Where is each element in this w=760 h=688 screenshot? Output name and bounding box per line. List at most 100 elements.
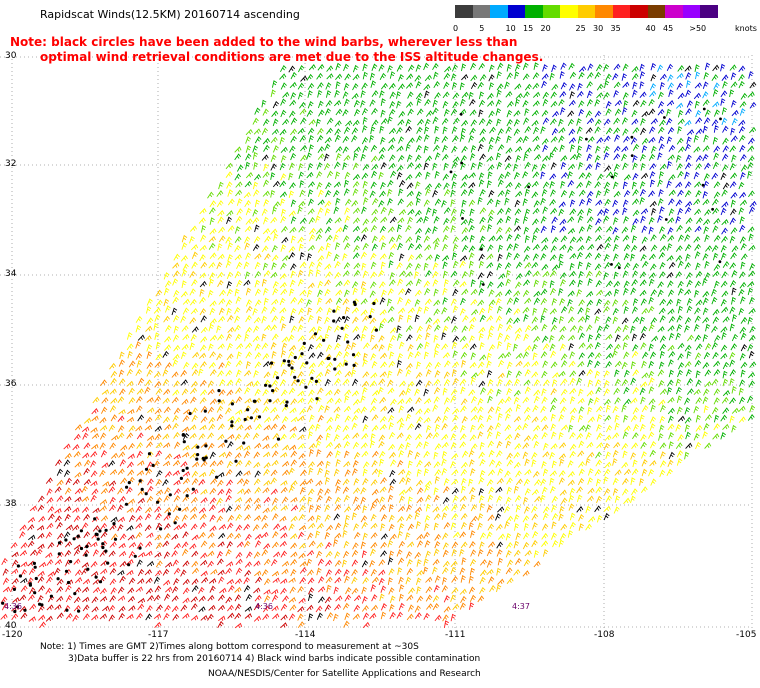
wind-barb [254,199,260,208]
wind-barb [101,462,109,468]
wind-barb [460,297,466,306]
wind-barb [199,344,207,352]
wind-barb [729,306,736,314]
wind-barb [281,336,289,343]
wind-barb [253,461,261,469]
wind-barb [290,551,298,558]
wind-barb [479,153,486,161]
wind-barb [650,404,656,413]
wind-barb [604,165,612,172]
wind-barb [218,507,226,513]
wind-barb [505,147,513,154]
wind-barb [29,587,36,595]
wind-barb [677,353,684,361]
wind-barb [405,280,413,287]
wind-barb [648,386,655,394]
wind-barb [558,370,566,378]
wind-barb [532,270,540,277]
wind-barb [387,407,395,414]
wind-barb [443,162,449,171]
wind-barb [729,64,737,71]
wind-barb [443,406,451,414]
wind-barb [747,162,754,170]
wind-barb [415,80,422,89]
wind-barb [594,469,602,477]
wind-barb [361,107,368,116]
wind-barb [253,560,261,567]
wind-barb [703,388,710,396]
wind-barb [586,368,593,377]
wind-barb [595,459,603,467]
contamination-circle [86,567,90,571]
wind-barb [612,449,619,458]
wind-barb [434,416,442,424]
wind-barb [182,560,190,567]
wind-barb [164,586,173,593]
wind-barb [225,171,233,178]
contamination-circle [167,512,171,516]
wind-barb [524,161,531,169]
wind-barb [406,190,414,197]
wind-barb [450,298,457,306]
wind-barb [308,431,314,439]
wind-barb [622,270,629,278]
wind-barb [172,559,179,567]
wind-barb [369,380,377,388]
contamination-circle [372,301,376,306]
wind-barb [191,380,198,388]
wind-barb [588,516,596,523]
wind-barb [639,316,646,325]
wind-barb [245,533,252,541]
wind-barb [244,271,251,280]
contamination-circle [718,260,722,264]
wind-barb [361,380,369,388]
wind-barb [199,296,206,304]
wind-barb [423,162,430,171]
wind-barb [648,398,656,405]
wind-barb [623,189,631,198]
wind-barb [524,458,530,467]
wind-barb [686,279,693,288]
wind-barb [334,413,341,422]
wind-barb [729,162,736,171]
wind-barb [542,307,548,316]
wind-barb [639,387,646,395]
wind-barb [677,92,685,100]
wind-barb [191,585,199,592]
wind-barb [567,171,573,179]
wind-barb [495,513,502,521]
wind-barb [477,369,485,376]
wind-barb [506,119,513,127]
wind-barb [308,144,314,152]
wind-barb [695,343,703,351]
wind-barb [262,353,270,360]
wind-barb [614,108,622,116]
wind-barb [407,344,414,352]
wind-barb [90,541,98,548]
wind-barb [740,253,748,261]
wind-barb [623,351,630,359]
wind-barb [245,287,252,296]
wind-barb [353,262,361,270]
wind-barb [470,74,478,82]
wind-barb [235,387,242,394]
wind-barb [398,389,406,397]
wind-barb [306,478,314,485]
wind-barb [739,396,746,405]
wind-barb [450,566,457,575]
wind-barb [74,569,82,576]
wind-barb [677,109,684,118]
wind-barb [567,290,575,297]
wind-barb [280,349,287,358]
wind-barb [262,443,270,450]
wind-barb [686,378,694,386]
wind-barb [676,450,684,458]
wind-barb [333,161,341,169]
wind-barb [470,414,478,421]
wind-barb [479,307,486,315]
wind-barb [558,513,564,522]
wind-barb [154,361,162,368]
wind-barb [136,396,143,403]
wind-barb [316,542,324,549]
wind-barb [155,542,163,549]
